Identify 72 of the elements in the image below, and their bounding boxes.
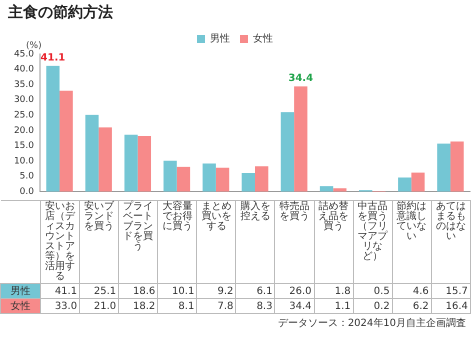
data-label: 33.0: [40, 298, 80, 314]
y-tick-label: 20.0: [14, 126, 34, 136]
data-label: 1.1: [314, 298, 354, 314]
data-label: 0.2: [353, 298, 392, 314]
annotation: 41.1: [40, 52, 66, 64]
data-label: 18.2: [118, 298, 158, 314]
bar: [164, 160, 177, 192]
bar: [216, 168, 230, 192]
data-label: 10.1: [158, 284, 197, 298]
x-tick-label: 詰め替え品を買う: [314, 200, 354, 284]
x-tick-label: あてはまるものはない: [431, 200, 470, 284]
y-tick-label: 0.0: [20, 186, 34, 197]
data-label: 34.4: [274, 298, 314, 314]
y-axis-title: (%): [26, 40, 42, 51]
x-tick-label: 大容量でお得に買う: [158, 200, 197, 284]
bar: [124, 134, 138, 192]
bar: [437, 144, 450, 192]
x-tick-label: 安いブランドを買う: [80, 200, 119, 284]
data-label: 15.7: [431, 284, 470, 298]
x-tick-label: 安いお店（ディスカウントストア等）を活用する: [40, 200, 80, 284]
data-label: 6.2: [392, 298, 432, 314]
annotation: 34.4: [288, 73, 314, 84]
y-tick-label: 40.0: [14, 64, 34, 75]
bar: [176, 166, 190, 192]
bar: [450, 141, 464, 192]
y-tick-label: 45.0: [14, 49, 34, 60]
data-label: 8.3: [236, 298, 275, 314]
y-tick-label: 25.0: [14, 110, 34, 120]
chart-title: 主食の節約方法: [7, 2, 114, 23]
x-tick-label: 購入を控える: [236, 200, 275, 284]
y-tick-label: 女性: [0, 298, 40, 314]
legend-label: 男性: [210, 32, 230, 45]
data-label: 6.1: [236, 284, 275, 298]
data-label: 16.4: [431, 298, 470, 314]
bar: [398, 178, 412, 192]
x-tick-label: プライベートブランドを買う: [118, 200, 158, 284]
data-label: 4.6: [392, 284, 432, 298]
data-label: 25.1: [80, 284, 119, 298]
y-tick-label: 15.0: [14, 141, 34, 152]
x-tick-label: まとめ買いをする: [196, 200, 236, 284]
data-label: 9.2: [196, 284, 236, 298]
data-label: 21.0: [80, 298, 119, 314]
y-tick-label: 35.0: [14, 80, 34, 90]
y-tick-label: 5.0: [20, 172, 34, 182]
y-tick-label: 10.0: [14, 156, 34, 166]
bar: [280, 112, 294, 192]
bar: [46, 66, 60, 192]
bar: [320, 186, 334, 192]
bar: [138, 136, 152, 192]
bar: [255, 166, 268, 192]
legend-label: 女性: [253, 32, 273, 45]
bar: [333, 188, 346, 192]
data-label: 7.8: [196, 298, 236, 314]
x-tick-label: 中古品を買う（フリマアプリなど）: [353, 200, 392, 284]
data-label: 26.0: [274, 284, 314, 298]
data-label: 1.8: [314, 284, 354, 298]
bar: [202, 163, 216, 192]
x-tick-label: 特売品を買う: [274, 200, 314, 284]
x-tick-label: 節約は意識していない: [392, 200, 432, 284]
data-label: 8.1: [158, 298, 197, 314]
bar: [98, 127, 112, 192]
y-tick-label: 30.0: [14, 95, 34, 106]
data-label: 0.5: [353, 284, 392, 298]
bar: [85, 114, 99, 192]
y-tick-label: 男性: [0, 284, 40, 298]
bar: [60, 90, 73, 192]
data-label: 18.6: [118, 284, 158, 298]
bar: [411, 172, 425, 192]
bar: [294, 86, 308, 192]
data-label: 41.1: [40, 284, 80, 298]
bar: [242, 172, 255, 192]
text: データソース：2024年10月自主企画調査: [276, 316, 467, 330]
